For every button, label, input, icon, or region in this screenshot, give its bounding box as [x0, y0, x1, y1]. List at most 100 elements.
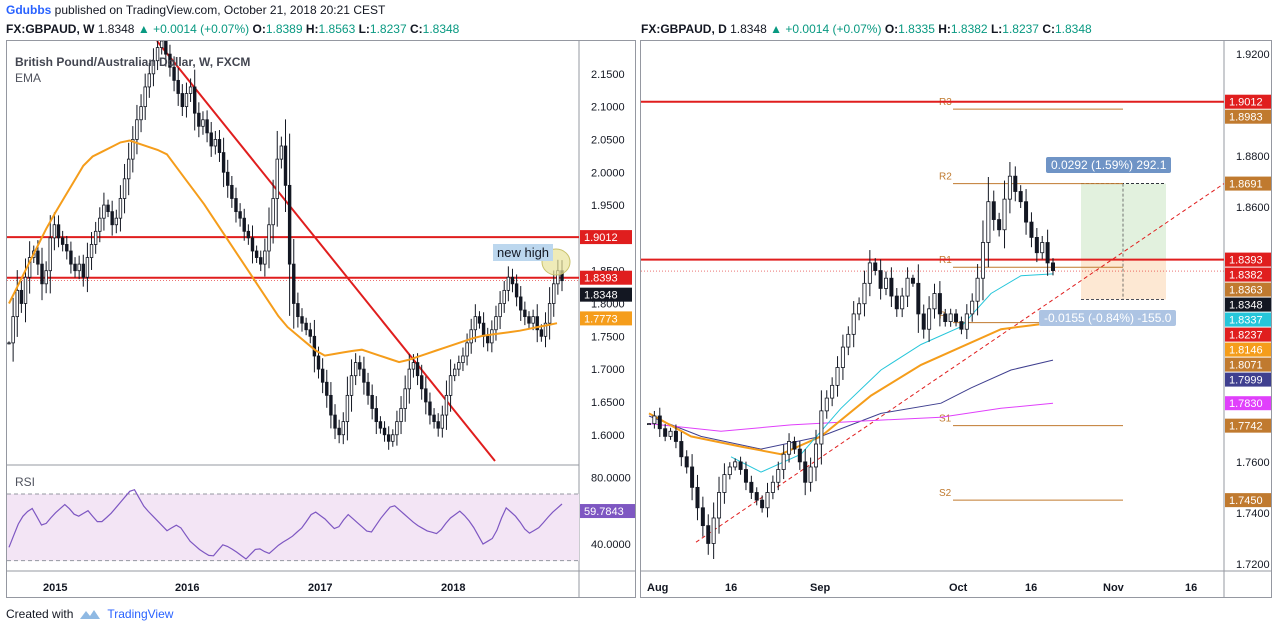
price-label: 1.9012: [1229, 97, 1263, 109]
daily-candle-body: [770, 481, 775, 493]
weekly-chart-panel[interactable]: 2.15002.10002.05002.00001.95001.90001.85…: [6, 40, 636, 598]
daily-candle-body: [851, 313, 856, 335]
weekly-candle-body: [279, 145, 284, 160]
weekly-candle-body: [52, 224, 57, 239]
daily-candle-body: [727, 466, 732, 476]
weekly-candle-body: [407, 368, 412, 390]
rsi-y-tick: 80.0000: [591, 472, 631, 484]
daily-candle-body: [797, 448, 802, 463]
weekly-candle-body: [230, 184, 234, 199]
weekly-candle-body: [217, 139, 222, 153]
weekly-candle-body: [27, 257, 32, 278]
weekly-candle-body: [320, 368, 325, 383]
price-label-bg: [1225, 418, 1271, 433]
weekly-candle-body: [180, 93, 185, 108]
daily-candle-body: [765, 492, 770, 509]
weekly-candle-body: [89, 244, 94, 258]
weekly-candle-body: [411, 362, 416, 370]
daily-candle-body: [1040, 242, 1045, 254]
weekly-candle-body: [337, 427, 341, 436]
x-tick-label: 16: [1025, 582, 1037, 594]
weekly-candle-body: [510, 276, 515, 285]
weekly-candle-body: [135, 119, 139, 140]
weekly-candle-body: [374, 408, 378, 423]
daily-candle-body: [948, 313, 953, 322]
y-tick-label: 1.7500: [591, 331, 625, 343]
daily-candle-body: [781, 453, 786, 470]
x-tick-label: 2015: [43, 582, 67, 594]
daily-candle-body: [873, 262, 878, 271]
right-l-value: 1.8237: [1002, 22, 1039, 36]
pivot-label: S2: [939, 488, 952, 499]
daily-candle-body: [867, 262, 872, 284]
measure-down-label[interactable]: -0.0155 (-0.84%) -155.0: [1039, 310, 1177, 326]
daily-candle-body: [652, 415, 657, 425]
up-arrow-icon: ▲: [137, 22, 150, 36]
pivot-label: P: [939, 311, 946, 322]
daily-candle-body: [749, 481, 754, 493]
x-tick-label: 2016: [175, 582, 199, 594]
weekly-candle-body: [56, 224, 61, 239]
weekly-candle-body: [296, 303, 300, 318]
weekly-candle-body: [436, 421, 440, 429]
weekly-candle-body: [164, 41, 168, 55]
weekly-candle-body: [65, 244, 69, 252]
daily-chart-svg[interactable]: 1.92001.88001.86001.76001.74001.7200R3R2…: [641, 41, 1271, 597]
y-tick-label: 2.0000: [591, 167, 625, 179]
price-label-bg: [1225, 493, 1271, 508]
daily-candle-body: [846, 333, 851, 348]
weekly-candle-body: [93, 230, 98, 245]
weekly-candle-body: [122, 178, 127, 199]
rsi-indicator-label[interactable]: RSI: [15, 475, 36, 489]
right-h-label: H:: [938, 22, 951, 36]
weekly-candle-body: [176, 79, 180, 94]
daily-candle-body: [975, 277, 980, 302]
author-name[interactable]: Gdubbs: [6, 3, 52, 17]
daily-candle-body: [910, 277, 915, 284]
measure-up-label[interactable]: 0.0292 (1.59%) 292.1: [1046, 157, 1172, 173]
daily-candle-body: [840, 346, 845, 368]
left-l-value: 1.8237: [369, 22, 407, 36]
daily-candle-body: [1007, 175, 1012, 200]
y-tick-label: 2.1000: [591, 102, 625, 114]
weekly-candle-body: [23, 276, 28, 304]
weekly-candle-body: [7, 342, 11, 345]
daily-candle-body: [657, 415, 662, 430]
weekly-candle-body: [473, 316, 478, 331]
weekly-candle-body: [494, 316, 498, 331]
daily-candle-body: [787, 441, 792, 455]
daily-chart-panel[interactable]: 1.92001.88001.86001.76001.74001.7200R3R2…: [640, 40, 1272, 598]
price-label: 1.8348: [1229, 300, 1263, 312]
weekly-candle-body: [552, 283, 556, 304]
weekly-candle-body: [254, 250, 259, 258]
weekly-candle-body: [193, 86, 197, 114]
weekly-candle-body: [382, 427, 387, 436]
weekly-candle-body: [60, 237, 65, 245]
weekly-candle-body: [221, 152, 226, 173]
weekly-candle-body: [481, 322, 486, 337]
weekly-candle-body: [147, 73, 152, 88]
weekly-candle-body: [40, 263, 44, 285]
ema-indicator-label[interactable]: EMA: [15, 71, 42, 85]
weekly-chart-svg[interactable]: 2.15002.10002.05002.00001.95001.90001.85…: [7, 41, 635, 597]
daily-candle-body: [663, 428, 668, 437]
daily-candle-body: [1034, 237, 1039, 254]
weekly-candle-body: [457, 362, 461, 370]
weekly-candle-body: [234, 198, 238, 213]
weekly-candle-body: [126, 158, 131, 180]
weekly-candle-body: [172, 66, 176, 81]
weekly-candle-body: [514, 283, 519, 298]
left-symbol: FX:GBPAUD, W: [6, 22, 95, 36]
right-c-value: 1.8348: [1054, 22, 1092, 36]
daily-candle-body: [980, 242, 985, 279]
tradingview-link[interactable]: TradingView: [107, 607, 174, 621]
weekly-candle-body: [358, 362, 362, 370]
weekly-candle-body: [139, 106, 143, 121]
new-high-annotation[interactable]: new high: [493, 244, 554, 261]
y-tick-label: 1.9200: [1236, 49, 1270, 61]
daily-candle-body: [760, 499, 765, 509]
y-tick-label: 1.6000: [591, 430, 625, 442]
weekly-candle-body: [349, 375, 354, 396]
daily-candle-body: [690, 466, 695, 488]
daily-candle-body: [717, 492, 722, 519]
